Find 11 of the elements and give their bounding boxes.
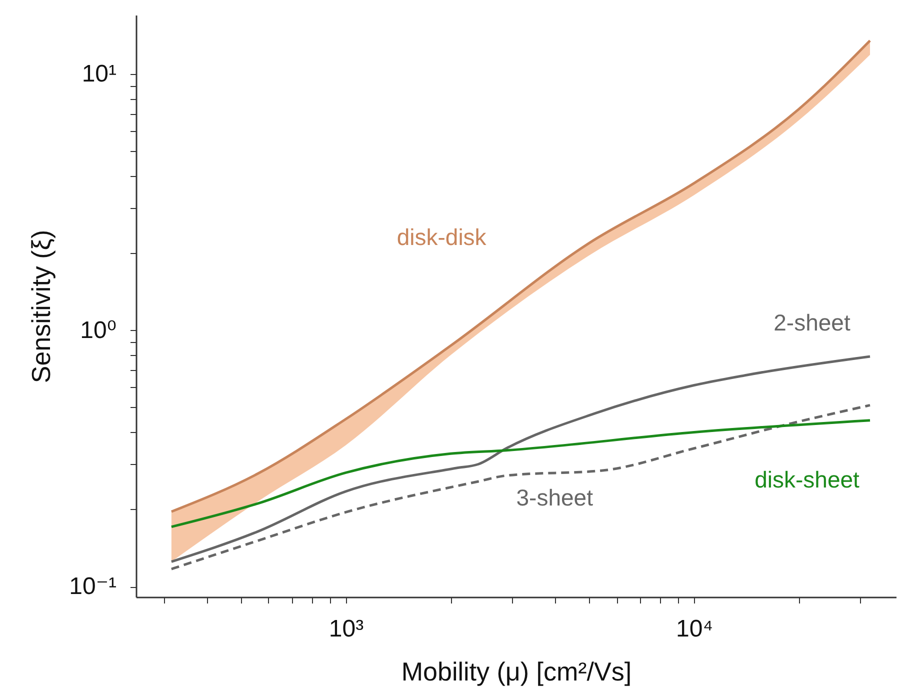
x-tick-label: 10⁴ — [676, 616, 714, 642]
y-tick-label: 10⁰ — [80, 316, 116, 344]
x-tick-label: 10³ — [328, 616, 364, 642]
series-label: 3-sheet — [516, 484, 594, 510]
y-tick-label: 10⁻¹ — [69, 573, 117, 600]
text: disk-disk — [396, 224, 487, 250]
series-label: disk-sheet — [754, 466, 860, 492]
y-tick-label: 10¹ — [82, 60, 117, 88]
x-axis-title: Mobility (μ) [cm²/Vs] — [401, 656, 632, 686]
series-label: 2-sheet — [774, 310, 851, 336]
y-axis-title: Sensitivity (ξ) — [26, 230, 56, 384]
